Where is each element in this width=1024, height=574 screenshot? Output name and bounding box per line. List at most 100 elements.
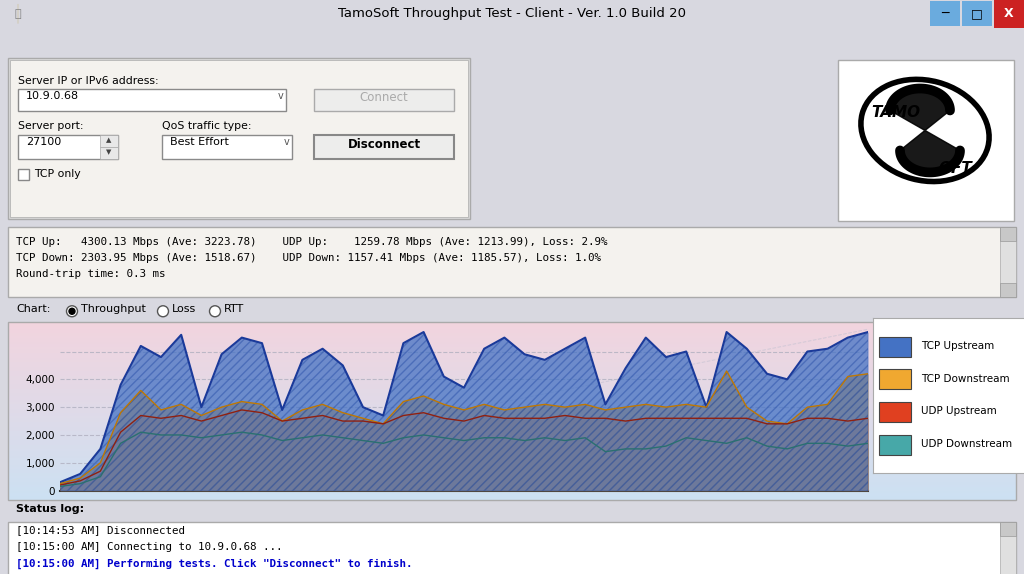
Bar [1000,227,1016,297]
Bar [8,380,1016,382]
Bar [8,409,1016,411]
Text: Best Effort: Best Effort [170,137,229,148]
Text: ▼: ▼ [106,149,112,156]
Bar [8,364,1016,367]
Bar [8,405,1016,407]
Bar [8,411,1016,413]
Bar [8,471,1016,474]
Circle shape [158,306,169,317]
Bar [8,487,1016,489]
Text: X: X [1005,7,1014,20]
Text: ─: ─ [941,7,949,20]
Bar [8,451,1016,453]
Text: QoS traffic type:: QoS traffic type: [162,122,252,131]
Bar [8,360,1016,362]
Bar [8,336,1016,338]
Bar [100,148,118,160]
Bar [8,407,1016,409]
Bar [8,426,1016,429]
Bar [8,431,1016,433]
Bar [8,385,1016,387]
Text: Server port:: Server port: [18,122,84,131]
Bar [8,476,1016,478]
Text: Chart:: Chart: [16,304,50,315]
Text: RTT: RTT [224,304,245,315]
Text: Throughput: Throughput [81,304,145,315]
Bar [8,338,1016,340]
Bar [8,440,1016,443]
Bar [8,462,1016,464]
Bar [8,484,1016,487]
Bar [8,373,1016,375]
Text: TAMO: TAMO [871,105,921,120]
Text: [10:15:00 AM] Performing tests. Click "Disconnect" to finish.: [10:15:00 AM] Performing tests. Click "D… [16,559,413,569]
Bar [314,135,454,160]
Bar [314,90,454,111]
Bar [8,358,1016,360]
Bar [10,60,468,218]
Bar [8,57,470,219]
Bar [8,495,1016,498]
Bar [838,60,1014,222]
Bar [8,480,1016,482]
Bar [8,469,1016,471]
Text: Status log:: Status log: [16,504,84,514]
Bar [100,135,118,148]
Bar [8,522,1016,574]
Text: Round-trip time: 0.3 ms: Round-trip time: 0.3 ms [16,269,166,280]
Text: TamoSoft Throughput Test - Client - Ver. 1.0 Build 20: TamoSoft Throughput Test - Client - Ver.… [338,7,686,20]
Bar [962,1,992,26]
Text: v: v [278,91,284,102]
Bar [162,135,292,160]
Text: 10.9.0.68: 10.9.0.68 [26,91,79,102]
Bar [8,375,1016,378]
Bar [8,491,1016,494]
Bar [8,327,1016,329]
Bar [8,447,1016,449]
Bar [8,354,1016,356]
Text: UDP Downstream: UDP Downstream [921,439,1012,449]
Bar [8,416,1016,418]
Text: TCP Downstream: TCP Downstream [921,374,1010,383]
Bar [8,429,1016,431]
Bar [8,433,1016,436]
Text: ▲: ▲ [106,137,112,144]
Bar [8,503,1016,521]
Text: OFT: OFT [938,161,972,176]
Bar [8,478,1016,480]
Bar [8,382,1016,385]
Bar [8,362,1016,364]
Bar [8,378,1016,380]
Bar [880,402,911,422]
Text: □: □ [971,7,983,20]
Bar [8,489,1016,491]
Bar [8,393,1016,395]
Bar [880,369,911,389]
Bar [8,418,1016,420]
Bar [8,389,1016,391]
Bar [8,398,1016,400]
Bar [8,367,1016,369]
Bar [8,347,1016,349]
Bar [8,349,1016,351]
Text: [10:14:53 AM] Disconnected: [10:14:53 AM] Disconnected [16,525,185,535]
Bar [8,324,1016,327]
Bar [8,344,1016,347]
Bar [8,458,1016,460]
Bar [8,453,1016,456]
Bar [8,351,1016,354]
Bar [18,90,286,111]
Bar [8,331,1016,333]
Bar [8,443,1016,444]
Bar [8,456,1016,458]
Bar [18,169,29,180]
Text: v: v [284,137,290,148]
Text: UDP Upstream: UDP Upstream [921,406,996,416]
Text: Connect: Connect [359,91,409,104]
Bar [8,402,1016,405]
Text: TCP Up:   4300.13 Mbps (Ave: 3223.78)    UDP Up:    1259.78 Mbps (Ave: 1213.99),: TCP Up: 4300.13 Mbps (Ave: 3223.78) UDP … [16,237,607,247]
Bar [8,498,1016,500]
Bar [8,438,1016,440]
Bar [8,303,1016,321]
Bar [8,413,1016,416]
